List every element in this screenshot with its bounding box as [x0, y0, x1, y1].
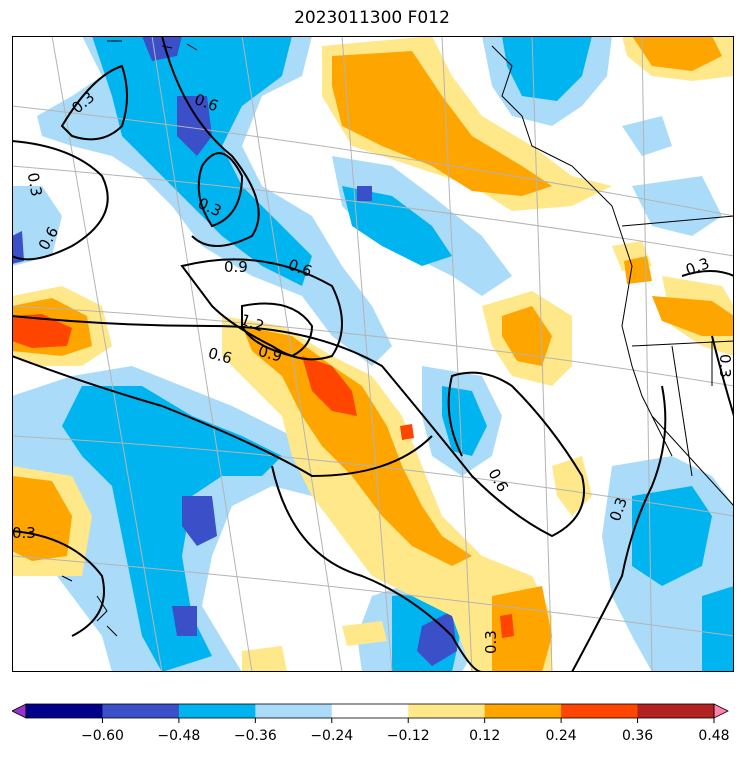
colorbar-segment [26, 704, 103, 718]
colorbar-tick-label: −0.12 [387, 728, 430, 744]
contour-0.3-se [571, 385, 667, 672]
pos-mid-band [242, 326, 472, 566]
graticule [12, 36, 734, 672]
pos-mid-ne-top [632, 36, 722, 71]
pos-dark-small [400, 424, 414, 440]
colorbar-segment [255, 704, 333, 718]
neg-dark-g [357, 186, 372, 201]
colorbar-frame [25, 703, 715, 719]
islands-1 [107, 40, 198, 51]
colorbar-tick-label: −0.48 [157, 728, 200, 744]
map-svg: 0.3 0.6 0.3 0.6 0.3 0.9 0.6 1.2 0.9 0.6 … [12, 36, 734, 672]
colorbar-tick-label: 0.48 [698, 728, 729, 744]
neg-dark-c [182, 496, 217, 546]
colorbar-tick-label: 0.36 [622, 728, 653, 744]
contour-label: 0.9 [224, 258, 248, 276]
colorbar-extend-high [713, 703, 729, 719]
pos-light-small-2 [242, 646, 287, 672]
colorbar-segment [561, 704, 639, 718]
colorbar-tick-label: 0.24 [546, 728, 577, 744]
colorbar-svg: −0.60 −0.48 −0.36 −0.24 −0.12 0.12 0.24 0.36 0.4… [11, 703, 730, 744]
pos-mid-east [502, 306, 552, 366]
colorbar-tick-label: −0.60 [81, 728, 124, 744]
contour-1.2 [241, 302, 314, 358]
colorbar-tick-label: −0.36 [234, 728, 277, 744]
contour-label: 0.3 [716, 354, 734, 378]
colorbar-segment [408, 704, 486, 718]
border-state-1 [631, 340, 734, 347]
contour-label: 0.3 [24, 171, 46, 198]
neg-region-far-nw [12, 186, 62, 266]
contour-0.3-nw-loop [60, 64, 128, 141]
colorbar-tick-label: −0.24 [310, 728, 353, 744]
pos-mid-far-east [624, 256, 652, 284]
pos-dark-band [302, 356, 357, 416]
pos-mid-south [492, 586, 552, 672]
contour-0.9 [180, 258, 343, 361]
pos-mid-ne [332, 51, 552, 196]
neg-mid-southeast [632, 486, 712, 586]
neg-mid-west-band [62, 386, 282, 672]
neg-region-ne-small [622, 116, 672, 156]
islands-2 [61, 575, 118, 637]
contour-0.3-east [711, 335, 734, 417]
pos-dark-south [500, 614, 514, 638]
pos-mid-sw [12, 476, 72, 561]
neg-region-east-patch [632, 176, 722, 236]
colorbar-segments [11, 703, 729, 719]
colorbar-segment [178, 704, 256, 718]
colorbar-ticks: −0.60 −0.48 −0.36 −0.24 −0.12 0.12 0.24 0.36 0.4… [81, 718, 730, 744]
border-canada-us [621, 215, 734, 227]
contour-0.6-big [161, 36, 260, 247]
coastline-main [491, 45, 673, 457]
colorbar-segment [331, 704, 409, 718]
neg-dark-d [172, 606, 197, 636]
contour-0.6-north [12, 140, 109, 261]
contour-0.6-band [12, 315, 585, 538]
colorbar-segment [484, 704, 562, 718]
neg-mid-offshore [442, 386, 487, 456]
contour-0.6-lower [12, 355, 433, 478]
neg-mid-central [342, 186, 452, 266]
contour-label: 0.3 [482, 630, 500, 654]
shading-negative [12, 36, 734, 672]
map-title: 2023011300 F012 [294, 8, 450, 28]
contour-label: 0.9 [256, 342, 284, 366]
contour-lines [12, 36, 734, 672]
neg-dark-b [142, 36, 182, 61]
shading-positive [12, 36, 734, 672]
contour-label: 0.3 [12, 524, 36, 542]
neg-dark-e [417, 611, 457, 666]
colorbar-segment [637, 704, 715, 718]
neg-mid-coast-north [502, 36, 592, 101]
border-state-3 [671, 345, 693, 477]
map-panel: 0.3 0.6 0.3 0.6 0.3 0.9 0.6 1.2 0.9 0.6 … [12, 36, 734, 672]
colorbar-extend-low [11, 703, 27, 719]
colorbar-tick-label: 0.12 [469, 728, 500, 744]
map-frame [12, 36, 734, 672]
pos-light-small-1 [342, 621, 387, 646]
contour-0.3-inner [197, 152, 244, 228]
neg-dark-f [12, 231, 24, 264]
contour-0.3-south [271, 465, 483, 672]
neg-dark-a [177, 96, 212, 156]
contour-label: 0.6 [206, 344, 234, 368]
colorbar: −0.60 −0.48 −0.36 −0.24 −0.12 0.12 0.24 0.36 0.4… [11, 700, 734, 750]
pos-mid-ne-coast [652, 296, 734, 336]
neg-mid-se-corner [702, 586, 734, 672]
colorbar-segment [102, 704, 180, 718]
pos-dark-west [12, 314, 72, 348]
contour-0.3-ne [681, 270, 734, 277]
contour-0.3-sw [12, 530, 105, 637]
